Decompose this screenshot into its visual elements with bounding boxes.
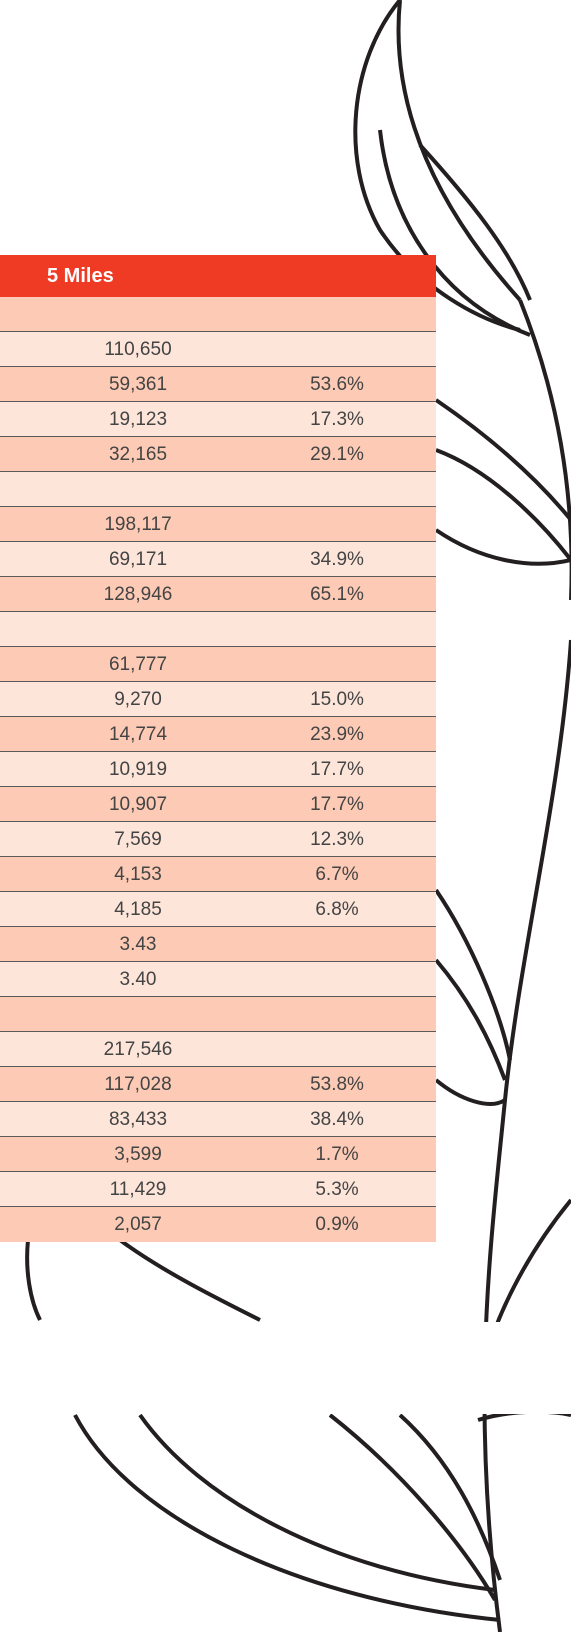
value-cell: 117,028 <box>104 1067 171 1102</box>
table-row <box>0 297 436 332</box>
value-cell: 3,599 <box>114 1137 162 1172</box>
percent-cell: 0.9% <box>315 1207 358 1242</box>
value-cell: 217,546 <box>104 1032 173 1067</box>
value-cell: 3.40 <box>120 962 157 997</box>
percent-cell: 34.9% <box>310 542 364 577</box>
table-row: 10,919 17.7% <box>0 752 436 787</box>
percent-cell: 12.3% <box>310 822 364 857</box>
percent-cell: 29.1% <box>310 437 364 472</box>
percent-cell: 17.3% <box>310 402 364 437</box>
leaf-vein <box>140 1415 495 1590</box>
percent-cell: 6.8% <box>315 892 358 927</box>
leaf-outline <box>27 1240 40 1320</box>
percent-cell: 1.7% <box>315 1137 358 1172</box>
leaf-outline <box>436 1080 505 1104</box>
value-cell: 4,153 <box>114 857 162 892</box>
table-row: 7,569 12.3% <box>0 822 436 857</box>
table-row: 117,028 53.8% <box>0 1067 436 1102</box>
leaf-vein <box>420 145 530 300</box>
table-row: 69,171 34.9% <box>0 542 436 577</box>
value-cell: 11,429 <box>110 1172 167 1207</box>
stem <box>484 640 571 1632</box>
table-row: 4,185 6.8% <box>0 892 436 927</box>
table-row <box>0 612 436 647</box>
table-row: 83,433 38.4% <box>0 1102 436 1137</box>
table-row: 9,270 15.0% <box>0 682 436 717</box>
value-cell: 128,946 <box>104 577 173 612</box>
table-row: 128,946 65.1% <box>0 577 436 612</box>
value-cell: 32,165 <box>109 437 167 472</box>
percent-cell: 53.6% <box>310 367 364 402</box>
table-row: 10,907 17.7% <box>0 787 436 822</box>
percent-cell: 6.7% <box>315 857 358 892</box>
value-cell: 59,361 <box>109 367 167 402</box>
table-row <box>0 472 436 507</box>
table-row: 3,599 1.7% <box>0 1137 436 1172</box>
value-cell: 83,433 <box>109 1102 167 1137</box>
value-cell: 61,777 <box>109 647 167 682</box>
page: {"table": {"header": "5 Miles", "rows": … <box>0 0 571 1632</box>
percent-cell: 5.3% <box>315 1172 358 1207</box>
table-row: 4,153 6.7% <box>0 857 436 892</box>
percent-cell: 15.0% <box>310 682 364 717</box>
value-cell: 14,774 <box>109 717 167 752</box>
value-cell: 198,117 <box>104 507 171 542</box>
value-cell: 19,123 <box>109 402 167 437</box>
table-row: 11,429 5.3% <box>0 1172 436 1207</box>
leaf-outline <box>120 1240 260 1320</box>
value-cell: 69,171 <box>109 542 167 577</box>
table-row: 32,165 29.1% <box>0 437 436 472</box>
table-row: 2,057 0.9% <box>0 1207 436 1242</box>
white-band <box>0 1322 571 1414</box>
value-cell: 3.43 <box>120 927 157 962</box>
leaf-outline <box>436 960 505 1080</box>
table-row: 3.43 <box>0 927 436 962</box>
value-cell: 110,650 <box>104 332 171 367</box>
stem <box>520 300 571 600</box>
table-row: 19,123 17.3% <box>0 402 436 437</box>
value-cell: 10,907 <box>109 787 167 822</box>
percent-cell: 38.4% <box>310 1102 364 1137</box>
value-cell: 7,569 <box>114 822 162 857</box>
percent-cell: 17.7% <box>310 787 364 822</box>
table-header: 5 Miles <box>0 255 436 297</box>
table-row: 61,777 <box>0 647 436 682</box>
table-row <box>0 997 436 1032</box>
percent-cell: 65.1% <box>310 577 364 612</box>
table-row: 110,650 <box>0 332 436 367</box>
value-cell: 9,270 <box>114 682 162 717</box>
table-row: 198,117 <box>0 507 436 542</box>
value-cell: 4,185 <box>114 892 162 927</box>
value-cell: 2,057 <box>114 1207 162 1242</box>
table-row: 3.40 <box>0 962 436 997</box>
percent-cell: 17.7% <box>310 752 364 787</box>
table-row: 59,361 53.6% <box>0 367 436 402</box>
value-cell: 10,919 <box>109 752 167 787</box>
percent-cell: 53.8% <box>310 1067 364 1102</box>
table-row: 217,546 <box>0 1032 436 1067</box>
percent-cell: 23.9% <box>310 717 364 752</box>
table-row: 14,774 23.9% <box>0 717 436 752</box>
